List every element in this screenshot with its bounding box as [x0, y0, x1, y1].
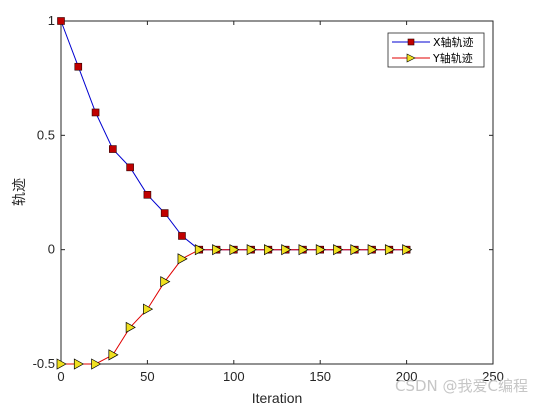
data-point-x — [143, 190, 152, 199]
legend-label-x: X轴轨迹 — [433, 35, 474, 49]
data-point-x — [178, 232, 186, 240]
x-tick-label: 150 — [309, 369, 331, 384]
legend-marker-y — [406, 53, 416, 63]
plot-area — [60, 20, 494, 365]
data-point-y — [56, 358, 67, 370]
data-point-y — [194, 244, 205, 256]
y-tick-label: 1 — [48, 13, 55, 28]
data-point-y — [246, 244, 257, 256]
x-axis-label: Iteration — [252, 390, 303, 406]
y-tick-label: 0.5 — [37, 127, 55, 142]
data-point-y — [125, 321, 136, 334]
data-point-y — [73, 358, 85, 370]
data-point-y — [160, 276, 171, 288]
data-point-x — [109, 145, 117, 153]
data-point-x — [91, 108, 100, 117]
data-point-y — [402, 244, 413, 256]
data-point-y — [384, 244, 396, 256]
data-point-y — [281, 244, 292, 256]
y-tick-label: -0.5 — [33, 356, 55, 371]
data-point-x — [74, 62, 83, 71]
y-tick-label: 0 — [48, 242, 55, 257]
data-point-y — [143, 303, 154, 315]
data-point-y — [108, 349, 119, 361]
legend-label-y: Y轴轨迹 — [432, 51, 473, 65]
data-point-x — [57, 17, 65, 25]
data-point-x — [126, 163, 134, 172]
data-point-x — [160, 209, 169, 217]
series-markers — [56, 17, 413, 370]
x-tick-label: 50 — [140, 369, 154, 384]
data-point-y — [367, 244, 378, 256]
data-point-y — [264, 244, 275, 256]
data-point-y — [333, 244, 344, 256]
x-tick-label: 250 — [482, 369, 504, 384]
legend-box — [387, 32, 485, 68]
x-tick-label: 200 — [396, 369, 418, 384]
y-axis-label: 轨迹 — [12, 178, 28, 206]
data-point-y — [298, 244, 309, 256]
data-point-y — [212, 244, 223, 256]
legend-marker-x — [407, 38, 415, 46]
legend: X轴轨迹 Y轴轨迹 — [387, 32, 485, 68]
data-point-y — [229, 244, 240, 256]
watermark-text: CSDN @我爱C编程 — [394, 377, 528, 395]
data-point-y — [350, 244, 361, 256]
data-point-y — [91, 358, 102, 370]
x-tick-label: 0 — [57, 369, 64, 384]
data-point-y — [177, 253, 188, 265]
x-tick-label: 100 — [223, 369, 245, 384]
tick-labels: 0 50 100 150 200 250-0.500.51 — [33, 13, 504, 384]
data-point-y — [315, 244, 326, 256]
